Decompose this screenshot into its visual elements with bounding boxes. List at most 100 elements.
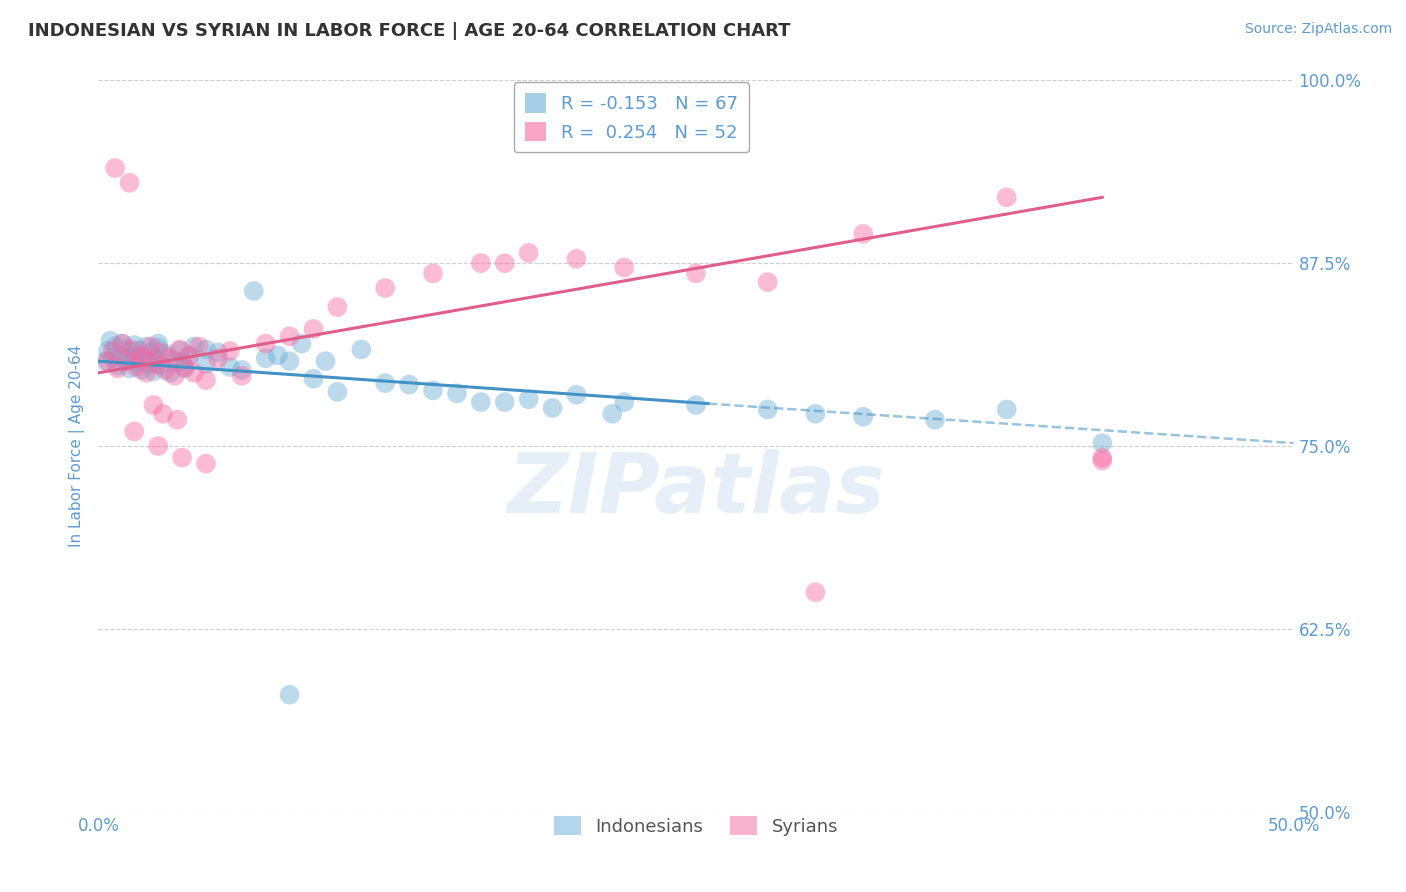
Point xyxy=(101,343,124,358)
Point xyxy=(254,351,277,366)
Point xyxy=(195,373,218,387)
Point xyxy=(166,412,188,426)
Point xyxy=(118,361,141,376)
Point xyxy=(195,357,218,371)
Point xyxy=(613,260,636,275)
Point xyxy=(107,361,129,376)
Point xyxy=(804,585,827,599)
Point xyxy=(155,363,177,377)
Point xyxy=(374,281,396,295)
Point xyxy=(302,322,325,336)
Point xyxy=(179,348,201,362)
Point xyxy=(446,386,468,401)
Point xyxy=(131,348,153,362)
Point xyxy=(326,384,349,399)
Point xyxy=(207,345,229,359)
Point xyxy=(995,190,1018,204)
Point xyxy=(517,246,540,260)
Point xyxy=(124,338,146,352)
Point xyxy=(114,354,136,368)
Point xyxy=(1091,453,1114,467)
Point xyxy=(278,354,301,368)
Point xyxy=(107,359,129,373)
Point xyxy=(254,336,277,351)
Point xyxy=(565,252,588,266)
Point xyxy=(155,347,177,361)
Point xyxy=(121,343,143,357)
Point xyxy=(148,439,170,453)
Point xyxy=(315,354,337,368)
Point xyxy=(139,339,162,353)
Point xyxy=(121,350,143,364)
Point xyxy=(135,366,157,380)
Point xyxy=(138,357,160,371)
Point xyxy=(108,348,131,362)
Point xyxy=(125,359,148,374)
Point xyxy=(111,336,134,351)
Point xyxy=(494,256,516,270)
Point xyxy=(183,366,205,380)
Point xyxy=(132,351,155,366)
Point xyxy=(148,341,170,355)
Point xyxy=(145,352,167,367)
Point xyxy=(97,343,120,358)
Point xyxy=(565,388,588,402)
Legend: Indonesians, Syrians: Indonesians, Syrians xyxy=(547,808,845,843)
Point xyxy=(267,348,290,362)
Point xyxy=(152,407,174,421)
Point xyxy=(470,256,492,270)
Point xyxy=(243,284,266,298)
Text: Source: ZipAtlas.com: Source: ZipAtlas.com xyxy=(1244,22,1392,37)
Text: ZIPatlas: ZIPatlas xyxy=(508,450,884,531)
Point xyxy=(291,336,314,351)
Point xyxy=(163,354,186,368)
Point xyxy=(494,395,516,409)
Point xyxy=(101,351,124,366)
Point xyxy=(207,351,229,366)
Point xyxy=(1091,436,1114,450)
Point xyxy=(602,407,624,421)
Point xyxy=(139,345,162,359)
Point xyxy=(132,351,155,366)
Point xyxy=(142,398,165,412)
Point xyxy=(195,457,218,471)
Point xyxy=(98,334,122,348)
Point xyxy=(995,402,1018,417)
Point xyxy=(374,376,396,390)
Point xyxy=(125,356,148,370)
Point xyxy=(195,343,218,357)
Point xyxy=(115,354,138,368)
Point xyxy=(94,354,117,368)
Point xyxy=(183,339,205,353)
Point xyxy=(131,363,153,377)
Point xyxy=(104,161,127,175)
Point xyxy=(115,343,138,357)
Point xyxy=(852,227,875,241)
Point xyxy=(173,359,195,374)
Point xyxy=(756,275,779,289)
Point xyxy=(302,372,325,386)
Point xyxy=(111,336,134,351)
Point xyxy=(422,384,444,398)
Point xyxy=(118,176,141,190)
Point xyxy=(278,688,301,702)
Point xyxy=(613,395,636,409)
Point xyxy=(169,343,191,357)
Text: INDONESIAN VS SYRIAN IN LABOR FORCE | AGE 20-64 CORRELATION CHART: INDONESIAN VS SYRIAN IN LABOR FORCE | AG… xyxy=(28,22,790,40)
Point xyxy=(326,300,349,314)
Point xyxy=(685,266,707,280)
Point xyxy=(804,407,827,421)
Point xyxy=(104,339,127,353)
Point xyxy=(187,339,209,353)
Point xyxy=(172,354,194,368)
Point xyxy=(149,345,172,359)
Point xyxy=(148,336,170,351)
Point xyxy=(179,350,201,364)
Point xyxy=(128,343,150,358)
Point xyxy=(124,348,146,362)
Point xyxy=(159,366,181,380)
Point xyxy=(278,329,301,343)
Point xyxy=(231,368,253,383)
Point xyxy=(172,450,194,465)
Point xyxy=(517,392,540,407)
